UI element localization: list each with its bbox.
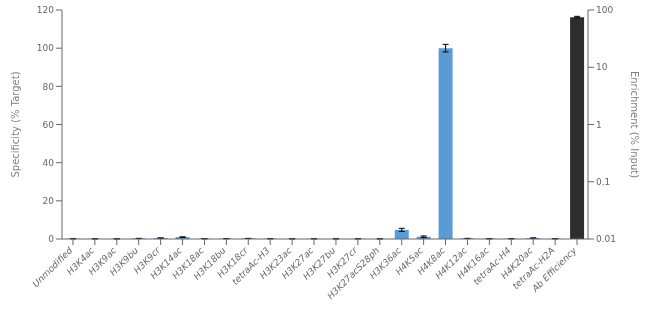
svg-text:0: 0 — [48, 234, 54, 244]
svg-text:Specificity (% Target): Specificity (% Target) — [10, 71, 21, 177]
svg-text:H3K36ac: H3K36ac — [368, 245, 404, 281]
svg-text:H4K8ac: H4K8ac — [415, 245, 447, 277]
svg-text:H3K9ac: H3K9ac — [86, 245, 119, 277]
svg-text:H4K20ac: H4K20ac — [499, 245, 535, 281]
svg-text:H3K27ac: H3K27ac — [279, 245, 316, 281]
svg-text:10: 10 — [596, 62, 608, 72]
svg-text:H4K12ac: H4K12ac — [433, 245, 469, 281]
svg-text:H3K27cr: H3K27cr — [325, 245, 360, 280]
svg-text:H4K16ac: H4K16ac — [455, 245, 491, 281]
svg-text:H3K14ac: H3K14ac — [148, 245, 184, 281]
svg-text:H3K27acS28ph: H3K27acS28ph — [325, 245, 382, 302]
svg-text:H3K18bu: H3K18bu — [191, 245, 228, 282]
svg-text:H3K18ac: H3K18ac — [170, 245, 206, 281]
svg-text:tetraAc-H2A: tetraAc-H2A — [510, 245, 557, 292]
svg-text:120: 120 — [37, 5, 54, 15]
svg-text:H3K4ac: H3K4ac — [64, 245, 97, 277]
svg-text:H3K23ac: H3K23ac — [258, 245, 294, 281]
svg-text:0.1: 0.1 — [596, 177, 610, 187]
svg-text:Unmodified: Unmodified — [30, 245, 75, 290]
svg-text:H3K18cr: H3K18cr — [215, 245, 250, 280]
svg-text:0.01: 0.01 — [596, 234, 616, 244]
svg-text:Ab Efficiency: Ab Efficiency — [529, 245, 579, 295]
svg-text:100: 100 — [596, 5, 613, 15]
svg-text:H3K9cr: H3K9cr — [131, 245, 162, 276]
svg-text:40: 40 — [43, 158, 55, 168]
svg-text:H4K5ac: H4K5ac — [393, 245, 425, 277]
svg-text:tetraAc-H4: tetraAc-H4 — [471, 245, 513, 287]
svg-text:20: 20 — [43, 196, 55, 206]
svg-text:80: 80 — [43, 82, 55, 92]
svg-text:H3K9bu: H3K9bu — [107, 245, 141, 278]
svg-text:60: 60 — [43, 120, 55, 130]
svg-text:H3K27bu: H3K27bu — [301, 245, 338, 282]
svg-text:tetraAc-H3: tetraAc-H3 — [230, 245, 272, 287]
svg-text:Enrichment (% Input): Enrichment (% Input) — [629, 71, 640, 178]
svg-text:1: 1 — [596, 120, 602, 130]
svg-text:100: 100 — [37, 43, 54, 53]
